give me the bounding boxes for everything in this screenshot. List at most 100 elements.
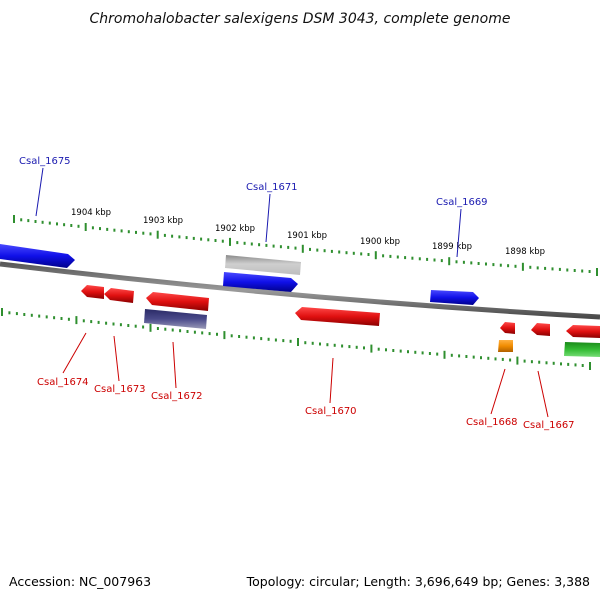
gene-label-csal-1669[interactable]: Csal_1669 [436, 197, 488, 208]
scale-minor-tick [282, 339, 285, 343]
scale-minor-tick [245, 335, 248, 339]
scale-minor-tick [326, 343, 329, 347]
gene-csal-1674[interactable] [81, 285, 104, 299]
scale-minor-tick [267, 337, 270, 341]
scale-major-tick [149, 323, 152, 332]
scale-minor-tick [201, 331, 204, 335]
scale-minor-tick [67, 317, 70, 321]
scale-minor-tick [77, 224, 80, 228]
scale-major-tick [229, 237, 231, 246]
gene-csal-1668[interactable] [500, 322, 515, 334]
gene-csal-1675[interactable] [0, 244, 75, 268]
scale-minor-tick [311, 341, 314, 345]
scale-minor-tick [99, 227, 101, 231]
scale-minor-tick [15, 312, 18, 316]
scale-minor-tick [41, 220, 44, 224]
gene-csal-1667[interactable] [531, 323, 550, 336]
scale-minor-tick [149, 232, 152, 236]
scale-minor-tick [367, 253, 370, 256]
scale-minor-tick [450, 353, 453, 357]
feature-misc[interactable] [564, 342, 600, 357]
scale-minor-tick [20, 218, 23, 222]
scale-minor-tick [323, 249, 326, 253]
scale-minor-tick [560, 362, 562, 366]
feature-other[interactable] [144, 309, 207, 329]
scale-major-tick [443, 350, 446, 359]
gene-label-csal-1674[interactable]: Csal_1674 [37, 377, 89, 388]
gene-label-csal-1667[interactable]: Csal_1667 [523, 420, 575, 431]
scale-minor-tick [135, 230, 137, 234]
scale-minor-tick [287, 245, 290, 249]
scale-minor-tick [352, 251, 355, 255]
scale-minor-tick [514, 264, 517, 268]
scale-minor-tick [156, 327, 159, 330]
scale-minor-tick [458, 354, 461, 358]
scale-minor-tick [492, 263, 495, 267]
scale-label-1904: 1904 kbp [71, 208, 111, 218]
scale-minor-tick [499, 263, 502, 267]
scale-minor-tick [574, 363, 577, 367]
scale-minor-tick [142, 325, 145, 329]
scale-minor-tick [164, 327, 167, 331]
scale-minor-tick [230, 334, 233, 338]
scale-minor-tick [501, 357, 504, 361]
scale-minor-tick [63, 223, 66, 227]
scale-minor-tick [119, 323, 122, 327]
scale-minor-tick [440, 259, 443, 263]
scale-minor-tick [48, 221, 51, 225]
leader-line-csal-1668 [490, 368, 506, 415]
gene-label-csal-1675[interactable]: Csal_1675 [19, 156, 71, 167]
gene-right-edge[interactable] [566, 325, 600, 338]
gene-csal-1669[interactable] [430, 290, 479, 305]
scale-minor-tick [309, 247, 311, 251]
feature-rna[interactable] [498, 340, 513, 352]
scale-minor-tick [112, 322, 115, 326]
scale-minor-tick [433, 258, 436, 262]
scale-label-1900: 1900 kbp [360, 237, 400, 247]
scale-minor-tick [236, 241, 239, 245]
scale-minor-tick [465, 355, 468, 358]
scale-minor-tick [538, 360, 541, 364]
scale-minor-tick [418, 257, 421, 261]
scale-minor-tick [363, 346, 365, 350]
scale-minor-tick [186, 330, 189, 333]
scale-minor-tick [485, 262, 487, 266]
scale-minor-tick [221, 239, 224, 243]
scale-minor-tick [214, 239, 217, 242]
scale-minor-tick [472, 355, 475, 359]
gene-label-csal-1671[interactable]: Csal_1671 [246, 182, 298, 193]
scale-minor-tick [348, 345, 351, 349]
scale-minor-tick [56, 222, 58, 226]
scale-minor-tick [200, 237, 203, 241]
scale-minor-tick [216, 332, 218, 336]
gene-csal-1673[interactable] [104, 288, 134, 303]
gene-label-csal-1673[interactable]: Csal_1673 [94, 384, 146, 395]
scale-minor-tick [171, 234, 174, 238]
scale-minor-tick [193, 330, 196, 334]
scale-major-tick [301, 244, 304, 253]
scale-minor-tick [91, 226, 94, 230]
scale-minor-tick [404, 256, 407, 260]
gene-label-csal-1672[interactable]: Csal_1672 [151, 391, 203, 402]
leader-line-csal-1673 [113, 335, 120, 382]
scale-minor-tick [294, 246, 297, 250]
scale-minor-tick [544, 266, 547, 270]
gene-csal-1670[interactable] [295, 307, 380, 326]
gene-csal-1671[interactable] [223, 272, 298, 292]
scale-minor-tick [509, 358, 512, 362]
scale-minor-tick [163, 233, 166, 237]
scale-major-tick [13, 215, 15, 223]
scale-minor-tick [208, 332, 211, 336]
gene-csal-1672[interactable] [146, 292, 209, 311]
scale-minor-tick [385, 348, 387, 352]
scale-major-tick [521, 262, 524, 271]
feature-pseudo[interactable] [225, 255, 301, 275]
scale-minor-tick [566, 268, 569, 272]
scale-minor-tick [529, 265, 532, 269]
gene-label-csal-1668[interactable]: Csal_1668 [466, 417, 518, 428]
scale-minor-tick [258, 243, 261, 247]
leader-line-csal-1667 [537, 370, 549, 418]
gene-label-csal-1670[interactable]: Csal_1670 [305, 406, 357, 417]
scale-minor-tick [30, 313, 33, 317]
